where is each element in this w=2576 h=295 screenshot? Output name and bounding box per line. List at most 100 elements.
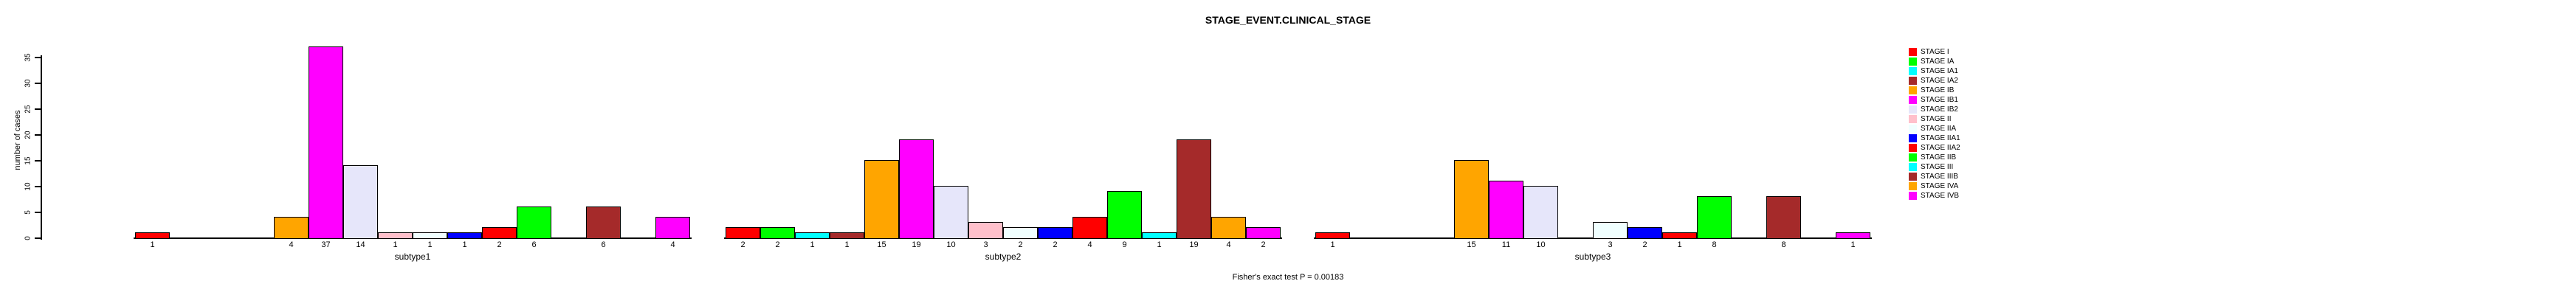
bar-subtype2-stage-ib — [864, 160, 899, 239]
legend-label: STAGE IIIB — [1921, 173, 1958, 181]
bar-subtype3-stage-iia2 — [1662, 232, 1697, 239]
legend-label: STAGE IA1 — [1921, 67, 1958, 75]
legend-label: STAGE IIA2 — [1921, 144, 1960, 152]
bar-subtype1-stage-iiib — [586, 206, 621, 239]
y-axis-tick — [35, 108, 41, 110]
bar-subtype1-stage-ii — [378, 232, 413, 239]
y-axis-tick-label: 10 — [24, 182, 32, 191]
bar-subtype2-stage-iia — [1003, 227, 1038, 239]
bar-subtype2-stage-ib2 — [934, 186, 968, 239]
y-axis-line — [41, 55, 42, 240]
legend-swatch-stage-iib — [1909, 153, 1917, 162]
legend-item-stage-iia2: STAGE IIA2 — [1909, 143, 1960, 153]
legend-item-stage-ib2: STAGE IB2 — [1909, 105, 1960, 114]
legend-swatch-stage-ia1 — [1909, 67, 1917, 75]
legend-label: STAGE IVB — [1921, 192, 1960, 200]
legend-item-stage-ib: STAGE IB — [1909, 86, 1960, 95]
y-axis-tick — [35, 160, 41, 162]
bar-value-label: 2 — [1261, 240, 1266, 249]
bar-subtype2-stage-ivb — [1246, 227, 1281, 239]
legend-label: STAGE IIA — [1921, 125, 1957, 133]
bar-value-label: 3 — [1608, 240, 1613, 249]
bar-value-label: 15 — [1467, 240, 1476, 249]
bar-value-label: 2 — [1053, 240, 1058, 249]
bar-value-label: 19 — [1189, 240, 1199, 249]
legend-label: STAGE IA — [1921, 58, 1955, 66]
bar-subtype3-stage-ib2 — [1523, 186, 1558, 239]
legend-item-stage-iib: STAGE IIB — [1909, 153, 1960, 162]
y-axis-tick-label: 35 — [24, 53, 32, 62]
legend-item-stage-ia2: STAGE IA2 — [1909, 76, 1960, 86]
bar-subtype1-stage-iib — [517, 206, 551, 239]
bar-value-label: 4 — [1087, 240, 1092, 249]
bar-value-label: 9 — [1122, 240, 1127, 249]
legend-item-stage-ivb: STAGE IVB — [1909, 191, 1960, 201]
legend-label: STAGE IB2 — [1921, 105, 1958, 114]
bar-subtype1-stage-i — [135, 232, 170, 239]
legend-swatch-stage-ia2 — [1909, 77, 1917, 85]
y-axis-tick — [35, 186, 41, 187]
bar-subtype2-stage-iii — [1142, 232, 1177, 239]
bar-value-label: 6 — [601, 240, 606, 249]
legend-swatch-stage-iii — [1909, 163, 1917, 171]
bar-value-label: 1 — [1157, 240, 1162, 249]
legend-swatch-stage-i — [1909, 48, 1917, 56]
bar-value-label: 2 — [775, 240, 780, 249]
y-axis-tick — [35, 83, 41, 84]
bar-subtype3-stage-i — [1315, 232, 1350, 239]
bar-subtype1-stage-iia — [413, 232, 447, 239]
bar-value-label: 4 — [289, 240, 294, 249]
y-axis-tick-label: 20 — [24, 131, 32, 139]
bar-subtype2-stage-iib — [1107, 191, 1142, 239]
bar-value-label: 4 — [1226, 240, 1231, 249]
y-axis-tick — [35, 237, 41, 239]
legend-item-stage-ia: STAGE IA — [1909, 57, 1960, 66]
bar-value-label: 4 — [670, 240, 675, 249]
legend-item-stage-ii: STAGE II — [1909, 114, 1960, 124]
bar-value-label: 2 — [1642, 240, 1647, 249]
bar-value-label: 1 — [462, 240, 467, 249]
bar-subtype2-stage-iia1 — [1038, 227, 1072, 239]
bar-value-label: 1 — [427, 240, 433, 249]
legend-label: STAGE IVA — [1921, 182, 1959, 190]
legend-label: STAGE II — [1921, 115, 1952, 123]
bar-subtype2-stage-iva — [1211, 217, 1246, 239]
y-axis-title: number of cases — [13, 110, 22, 170]
bar-value-label: 2 — [740, 240, 745, 249]
legend-label: STAGE IA2 — [1921, 77, 1958, 85]
bar-subtype2-stage-ia — [760, 227, 795, 239]
legend-swatch-stage-ia — [1909, 58, 1917, 66]
bar-value-label: 1 — [1850, 240, 1856, 249]
bar-value-label: 3 — [983, 240, 988, 249]
legend-swatch-stage-ivb — [1909, 192, 1917, 200]
bar-subtype2-stage-ia1 — [795, 232, 830, 239]
legend-swatch-stage-iia2 — [1909, 144, 1917, 152]
bar-subtype2-stage-ia2 — [830, 232, 864, 239]
bar-subtype3-stage-iia — [1593, 222, 1628, 239]
legend-swatch-stage-iiib — [1909, 173, 1917, 181]
bar-value-label: 6 — [531, 240, 537, 249]
bar-value-label: 1 — [1330, 240, 1335, 249]
bar-value-label: 11 — [1501, 240, 1511, 249]
bar-subtype3-stage-iiib — [1766, 196, 1801, 239]
legend-swatch-stage-iva — [1909, 182, 1917, 190]
bar-subtype2-stage-ib1 — [899, 139, 934, 239]
bar-subtype2-stage-iiib — [1177, 139, 1211, 239]
bar-value-label: 1 — [844, 240, 850, 249]
legend-label: STAGE III — [1921, 163, 1954, 171]
bar-value-label: 1 — [810, 240, 815, 249]
bar-value-label: 14 — [356, 240, 365, 249]
legend-label: STAGE I — [1921, 48, 1949, 56]
y-axis-tick-label: 0 — [24, 236, 32, 240]
bar-value-label: 8 — [1712, 240, 1717, 249]
bar-value-label: 2 — [497, 240, 502, 249]
legend-item-stage-iiib: STAGE IIIB — [1909, 172, 1960, 181]
y-axis-tick-label: 15 — [24, 156, 32, 165]
bar-value-label: 19 — [912, 240, 921, 249]
bar-subtype1-stage-iia1 — [447, 232, 482, 239]
y-axis-tick — [35, 212, 41, 213]
bar-subtype3-stage-ivb — [1836, 232, 1870, 239]
bar-subtype1-stage-ib2 — [343, 165, 378, 239]
legend-swatch-stage-ib — [1909, 86, 1917, 94]
